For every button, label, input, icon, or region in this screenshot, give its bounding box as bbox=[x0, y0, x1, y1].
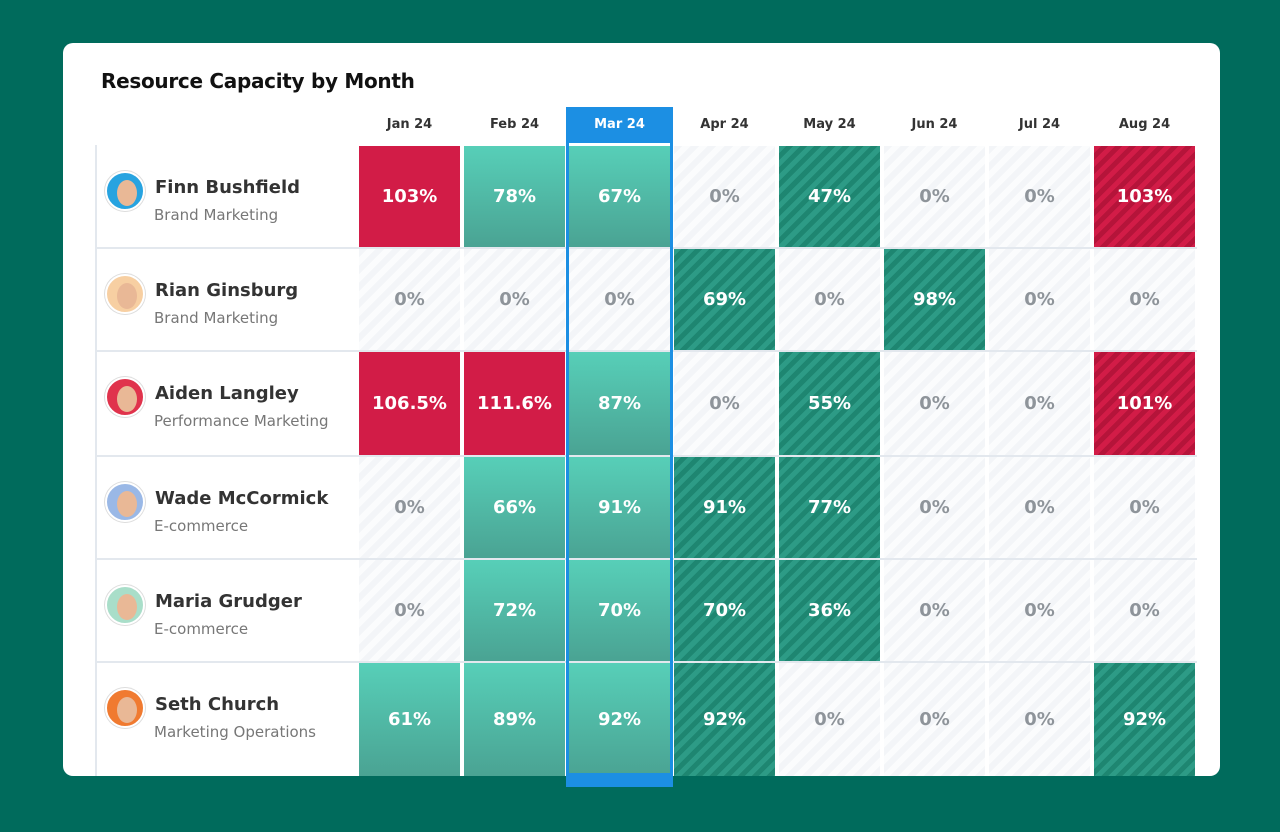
month-header: Apr 24 bbox=[700, 117, 749, 132]
capacity-cell: 0% bbox=[884, 146, 985, 247]
capacity-cell: 106.5% bbox=[359, 352, 460, 455]
person-team: Brand Marketing bbox=[154, 309, 279, 327]
person-name: Aiden Langley bbox=[155, 383, 299, 404]
person-team: Performance Marketing bbox=[154, 412, 329, 430]
capacity-cell: 103% bbox=[1094, 146, 1195, 247]
capacity-cell: 0% bbox=[1094, 457, 1195, 558]
capacity-cell: 0% bbox=[989, 249, 1090, 350]
capacity-cell: 92% bbox=[674, 663, 775, 776]
person-name: Rian Ginsburg bbox=[155, 280, 299, 301]
month-header: Jul 24 bbox=[1018, 117, 1061, 132]
capacity-cell: 98% bbox=[884, 249, 985, 350]
capacity-cell: 36% bbox=[779, 560, 880, 661]
avatar-face bbox=[117, 283, 137, 309]
card-title: Resource Capacity by Month bbox=[101, 69, 415, 93]
row-divider bbox=[95, 558, 1197, 560]
capacity-cell: 70% bbox=[569, 560, 670, 661]
month-header: Jan 24 bbox=[386, 117, 433, 132]
current-month-bar bbox=[566, 773, 673, 787]
capacity-cell: 0% bbox=[1094, 560, 1195, 661]
avatar bbox=[105, 171, 145, 211]
capacity-cell: 0% bbox=[989, 352, 1090, 455]
row-divider bbox=[95, 350, 1197, 352]
person-team: Brand Marketing bbox=[154, 206, 279, 224]
person-team: E-commerce bbox=[154, 620, 249, 638]
row-divider bbox=[95, 247, 1197, 249]
capacity-cell: 0% bbox=[884, 457, 985, 558]
capacity-cell: 77% bbox=[779, 457, 880, 558]
month-header: Feb 24 bbox=[489, 117, 540, 132]
capacity-cell: 111.6% bbox=[464, 352, 565, 455]
avatar-face bbox=[117, 491, 137, 517]
capacity-cell: 67% bbox=[569, 146, 670, 247]
capacity-cell: 55% bbox=[779, 352, 880, 455]
capacity-cell: 72% bbox=[464, 560, 565, 661]
capacity-cell: 0% bbox=[884, 560, 985, 661]
avatar-face bbox=[117, 697, 137, 723]
capacity-cell: 0% bbox=[779, 663, 880, 776]
capacity-cell: 89% bbox=[464, 663, 565, 776]
capacity-cell: 78% bbox=[464, 146, 565, 247]
capacity-cell: 0% bbox=[989, 457, 1090, 558]
person-name: Seth Church bbox=[155, 694, 280, 715]
capacity-cell: 69% bbox=[674, 249, 775, 350]
capacity-cell: 0% bbox=[884, 352, 985, 455]
capacity-cell: 87% bbox=[569, 352, 670, 455]
capacity-cell: 66% bbox=[464, 457, 565, 558]
capacity-cell: 0% bbox=[674, 352, 775, 455]
row-divider bbox=[95, 455, 1197, 457]
row-divider bbox=[95, 661, 1197, 663]
capacity-cell: 92% bbox=[1094, 663, 1195, 776]
person-team: E-commerce bbox=[154, 517, 249, 535]
month-header: Mar 24 bbox=[567, 107, 672, 143]
capacity-cell: 0% bbox=[359, 560, 460, 661]
capacity-cell: 91% bbox=[674, 457, 775, 558]
avatar-face bbox=[117, 386, 137, 412]
person-team: Marketing Operations bbox=[154, 723, 316, 741]
capacity-cell: 92% bbox=[569, 663, 670, 776]
capacity-cell: 0% bbox=[1094, 249, 1195, 350]
capacity-cell: 0% bbox=[989, 560, 1090, 661]
capacity-cell: 61% bbox=[359, 663, 460, 776]
month-header: Jun 24 bbox=[911, 117, 958, 132]
avatar bbox=[105, 482, 145, 522]
avatar bbox=[105, 688, 145, 728]
capacity-cell: 0% bbox=[884, 663, 985, 776]
capacity-cell: 0% bbox=[989, 663, 1090, 776]
capacity-cell: 0% bbox=[464, 249, 565, 350]
capacity-cell: 103% bbox=[359, 146, 460, 247]
person-name: Finn Bushfield bbox=[155, 177, 301, 198]
month-header: May 24 bbox=[803, 117, 856, 132]
avatar bbox=[105, 585, 145, 625]
avatar bbox=[105, 377, 145, 417]
person-name: Wade McCormick bbox=[155, 488, 329, 509]
capacity-cell: 0% bbox=[359, 249, 460, 350]
avatar bbox=[105, 274, 145, 314]
avatar-face bbox=[117, 594, 137, 620]
capacity-cell: 47% bbox=[779, 146, 880, 247]
capacity-cell: 0% bbox=[569, 249, 670, 350]
capacity-card: Resource Capacity by Month Jan 24 Feb 24 M… bbox=[63, 43, 1220, 776]
name-column bbox=[95, 145, 357, 776]
person-name: Maria Grudger bbox=[155, 591, 302, 612]
capacity-cell: 0% bbox=[359, 457, 460, 558]
capacity-cell: 0% bbox=[779, 249, 880, 350]
current-month-outline bbox=[566, 107, 673, 776]
month-header: Aug 24 bbox=[1118, 117, 1171, 132]
avatar-face bbox=[117, 180, 137, 206]
capacity-cell: 101% bbox=[1094, 352, 1195, 455]
capacity-cell: 0% bbox=[989, 146, 1090, 247]
capacity-cell: 70% bbox=[674, 560, 775, 661]
capacity-cell: 91% bbox=[569, 457, 670, 558]
capacity-cell: 0% bbox=[674, 146, 775, 247]
